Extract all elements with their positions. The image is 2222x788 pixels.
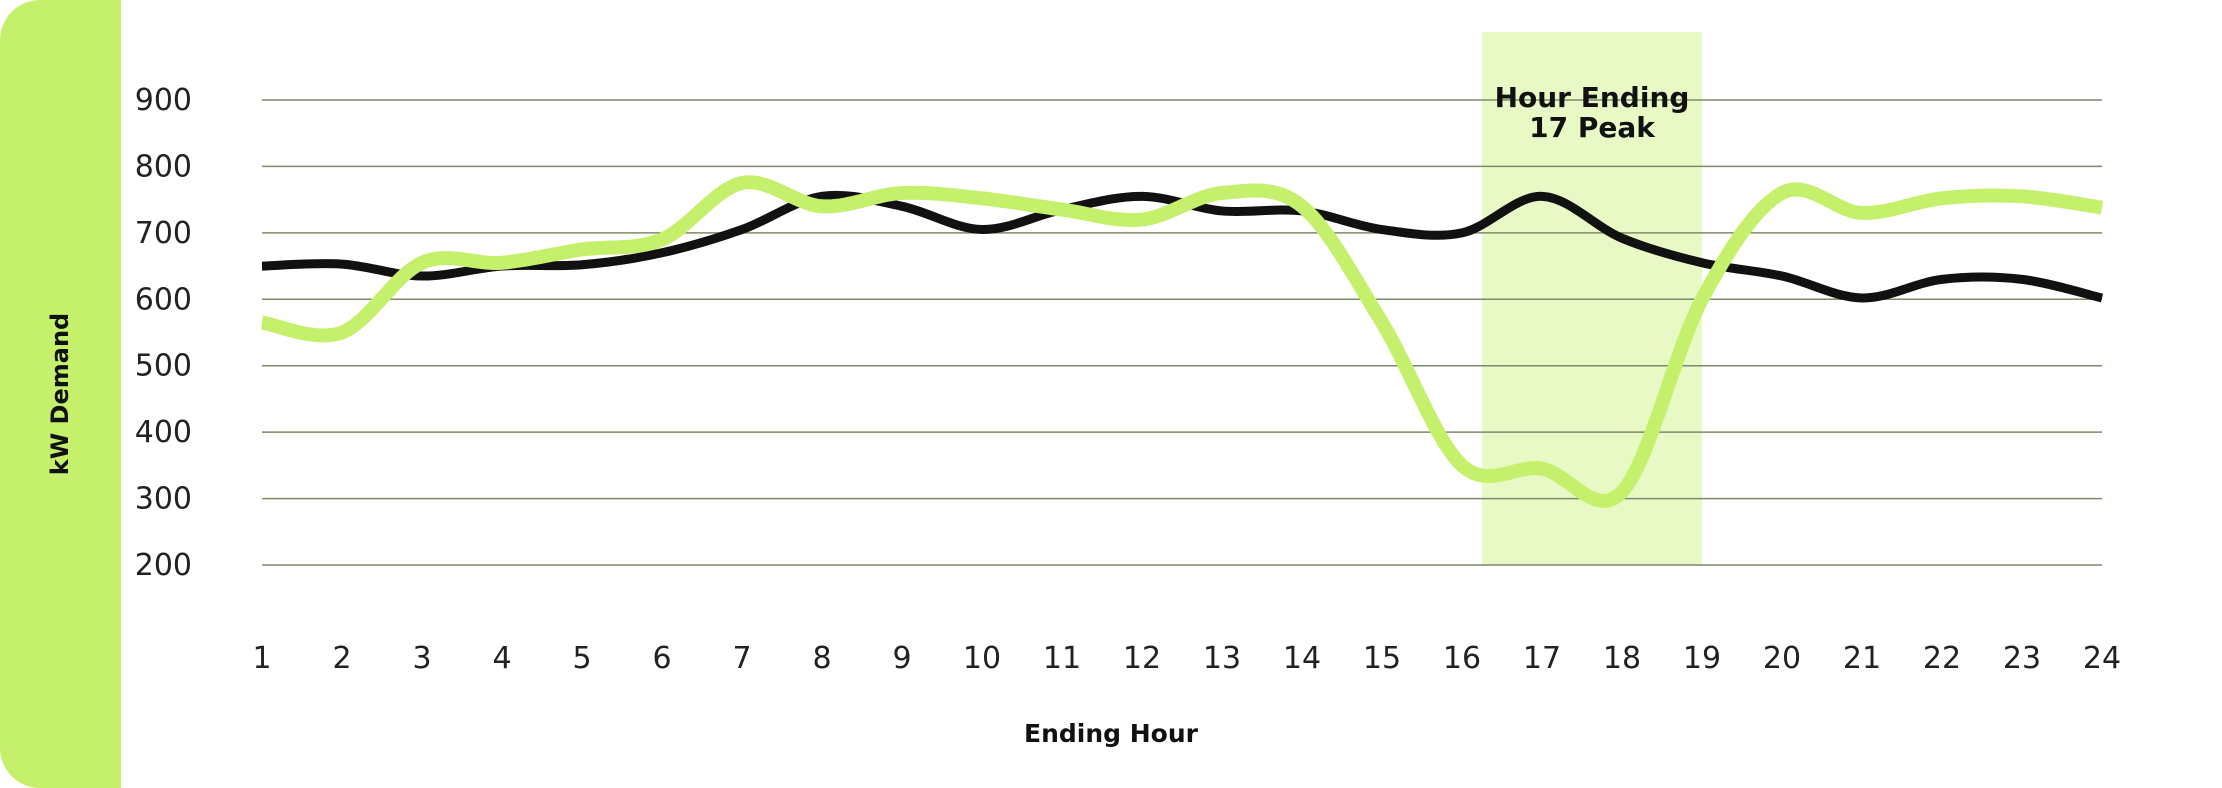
x-tick-label: 6 <box>652 641 671 676</box>
x-tick-label: 15 <box>1363 641 1401 676</box>
x-tick-label: 2 <box>332 641 351 676</box>
y-tick-label: 500 <box>135 349 192 384</box>
y-tick-label: 700 <box>135 216 192 251</box>
x-tick-label: 20 <box>1763 641 1801 676</box>
x-tick-label: 13 <box>1203 641 1241 676</box>
x-tick-label: 19 <box>1683 641 1721 676</box>
y-tick-label: 800 <box>135 149 192 184</box>
x-tick-label: 23 <box>2003 641 2041 676</box>
y-tick-label: 600 <box>135 282 192 317</box>
peak-annotation-line: 17 Peak <box>1529 111 1656 144</box>
x-tick-label: 16 <box>1443 641 1481 676</box>
x-tick-label: 9 <box>892 641 911 676</box>
x-tick-label: 3 <box>412 641 431 676</box>
x-tick-label: 1 <box>252 641 271 676</box>
x-tick-label: 12 <box>1123 641 1161 676</box>
x-tick-label: 21 <box>1843 641 1881 676</box>
x-tick-label: 11 <box>1043 641 1081 676</box>
x-tick-label: 8 <box>812 641 831 676</box>
x-tick-label: 17 <box>1523 641 1561 676</box>
y-tick-label: 900 <box>135 83 192 118</box>
x-tick-label: 24 <box>2083 641 2121 676</box>
x-tick-label: 22 <box>1923 641 1961 676</box>
x-axis-title: Ending Hour <box>1024 719 1199 748</box>
y-tick-label: 400 <box>135 415 192 450</box>
y-tick-label: 300 <box>135 482 192 517</box>
y-tick-label: 200 <box>135 548 192 583</box>
x-tick-label: 7 <box>732 641 751 676</box>
series-line-2 <box>260 175 2104 508</box>
x-tick-label: 18 <box>1603 641 1641 676</box>
x-tick-label: 4 <box>492 641 511 676</box>
x-tick-label: 5 <box>572 641 591 676</box>
y-axis-label-panel: kW Demand <box>0 0 121 788</box>
peak-annotation-line: Hour Ending <box>1495 81 1690 114</box>
x-tick-label: 10 <box>963 641 1001 676</box>
x-tick-label: 14 <box>1283 641 1321 676</box>
